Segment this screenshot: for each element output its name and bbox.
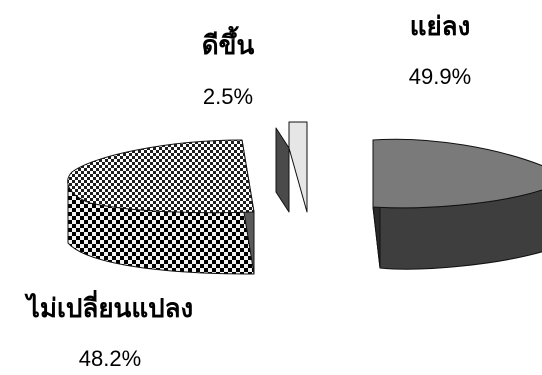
label-better: ดีขึ้น <box>202 25 255 61</box>
pie-slice-unchanged-top <box>67 139 255 214</box>
pie-slice-better <box>275 121 308 213</box>
pie-slice-better-top <box>288 121 308 213</box>
value-label-worse: 49.9% <box>409 64 471 89</box>
value-label-unchanged: 48.2% <box>79 346 141 371</box>
pie-slice-unchanged <box>67 139 255 275</box>
label-unchanged: ไม่เปลี่ยนแปลง <box>24 289 193 324</box>
pie-slice-worse <box>372 138 542 270</box>
value-label-better: 2.5% <box>203 84 253 109</box>
pie-slice-worse-top <box>372 138 542 209</box>
label-worse: แย่ลง <box>410 12 471 42</box>
pie-slice-better-side <box>275 127 290 213</box>
